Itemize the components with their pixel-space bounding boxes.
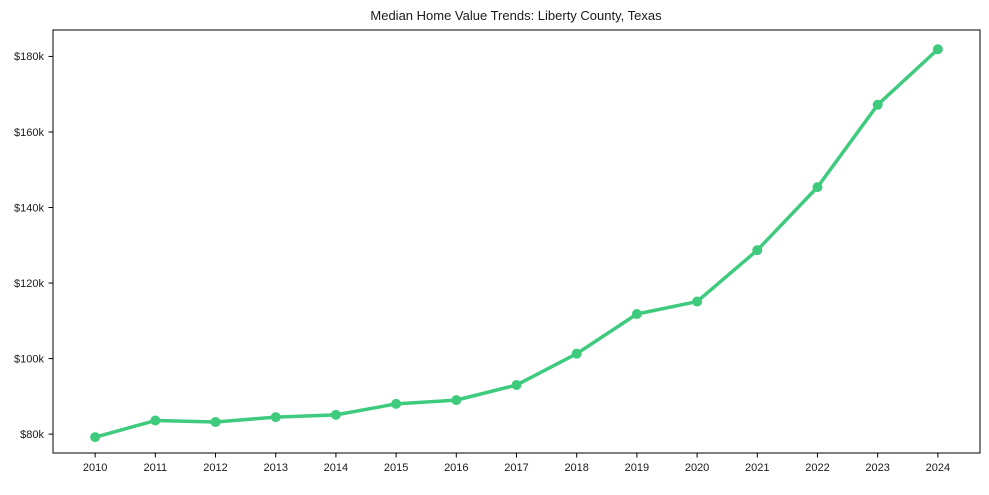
data-point-2011	[150, 415, 161, 426]
chart-title: Median Home Value Trends: Liberty County…	[370, 8, 662, 23]
data-point-2018	[571, 348, 582, 359]
data-point-2019	[631, 309, 642, 320]
y-axis-tick-label: $120k	[14, 278, 44, 290]
data-point-2023	[872, 99, 883, 110]
data-point-2015	[391, 398, 402, 409]
axis-ticks-layer: $80k $100k $120k $140k $160k $180k 2010 2011 201…	[14, 51, 950, 474]
data-point-2021	[752, 245, 763, 256]
data-point-2016	[451, 395, 462, 406]
x-axis-tick-label: 2013	[263, 462, 287, 474]
data-point-2010	[90, 432, 101, 443]
y-axis-tick-label: $80k	[20, 429, 44, 441]
x-axis-tick-label: 2021	[745, 462, 769, 474]
x-axis-tick-label: 2014	[324, 462, 348, 474]
x-axis-tick-label: 2018	[564, 462, 588, 474]
y-axis-tick-label: $140k	[14, 202, 44, 214]
x-axis-tick-label: 2017	[504, 462, 528, 474]
x-axis-tick-label: 2012	[203, 462, 227, 474]
data-point-2024	[932, 44, 943, 55]
x-axis-tick-label: 2019	[625, 462, 649, 474]
data-point-2017	[511, 380, 522, 391]
y-axis-tick-label: $160k	[14, 127, 44, 139]
x-axis-tick-label: 2023	[865, 462, 889, 474]
x-axis-tick-label: 2015	[384, 462, 408, 474]
x-axis-tick-label: 2010	[83, 462, 107, 474]
data-line	[93, 47, 940, 439]
x-axis-tick-label: 2022	[805, 462, 829, 474]
plot-layer	[52, 29, 981, 454]
x-axis-tick-label: 2024	[926, 462, 950, 474]
data-point-2020	[692, 296, 703, 307]
data-point-2014	[330, 409, 341, 420]
y-axis-tick-label: $100k	[14, 353, 44, 365]
x-axis-tick-label: 2020	[685, 462, 709, 474]
data-point-2022	[812, 182, 823, 193]
data-point-2013	[270, 412, 281, 423]
data-point-2012	[210, 417, 221, 428]
x-axis-tick-label: 2016	[444, 462, 468, 474]
plot-border	[52, 29, 981, 454]
x-axis-tick-label: 2011	[144, 462, 168, 474]
y-axis-tick-label: $180k	[14, 51, 44, 63]
